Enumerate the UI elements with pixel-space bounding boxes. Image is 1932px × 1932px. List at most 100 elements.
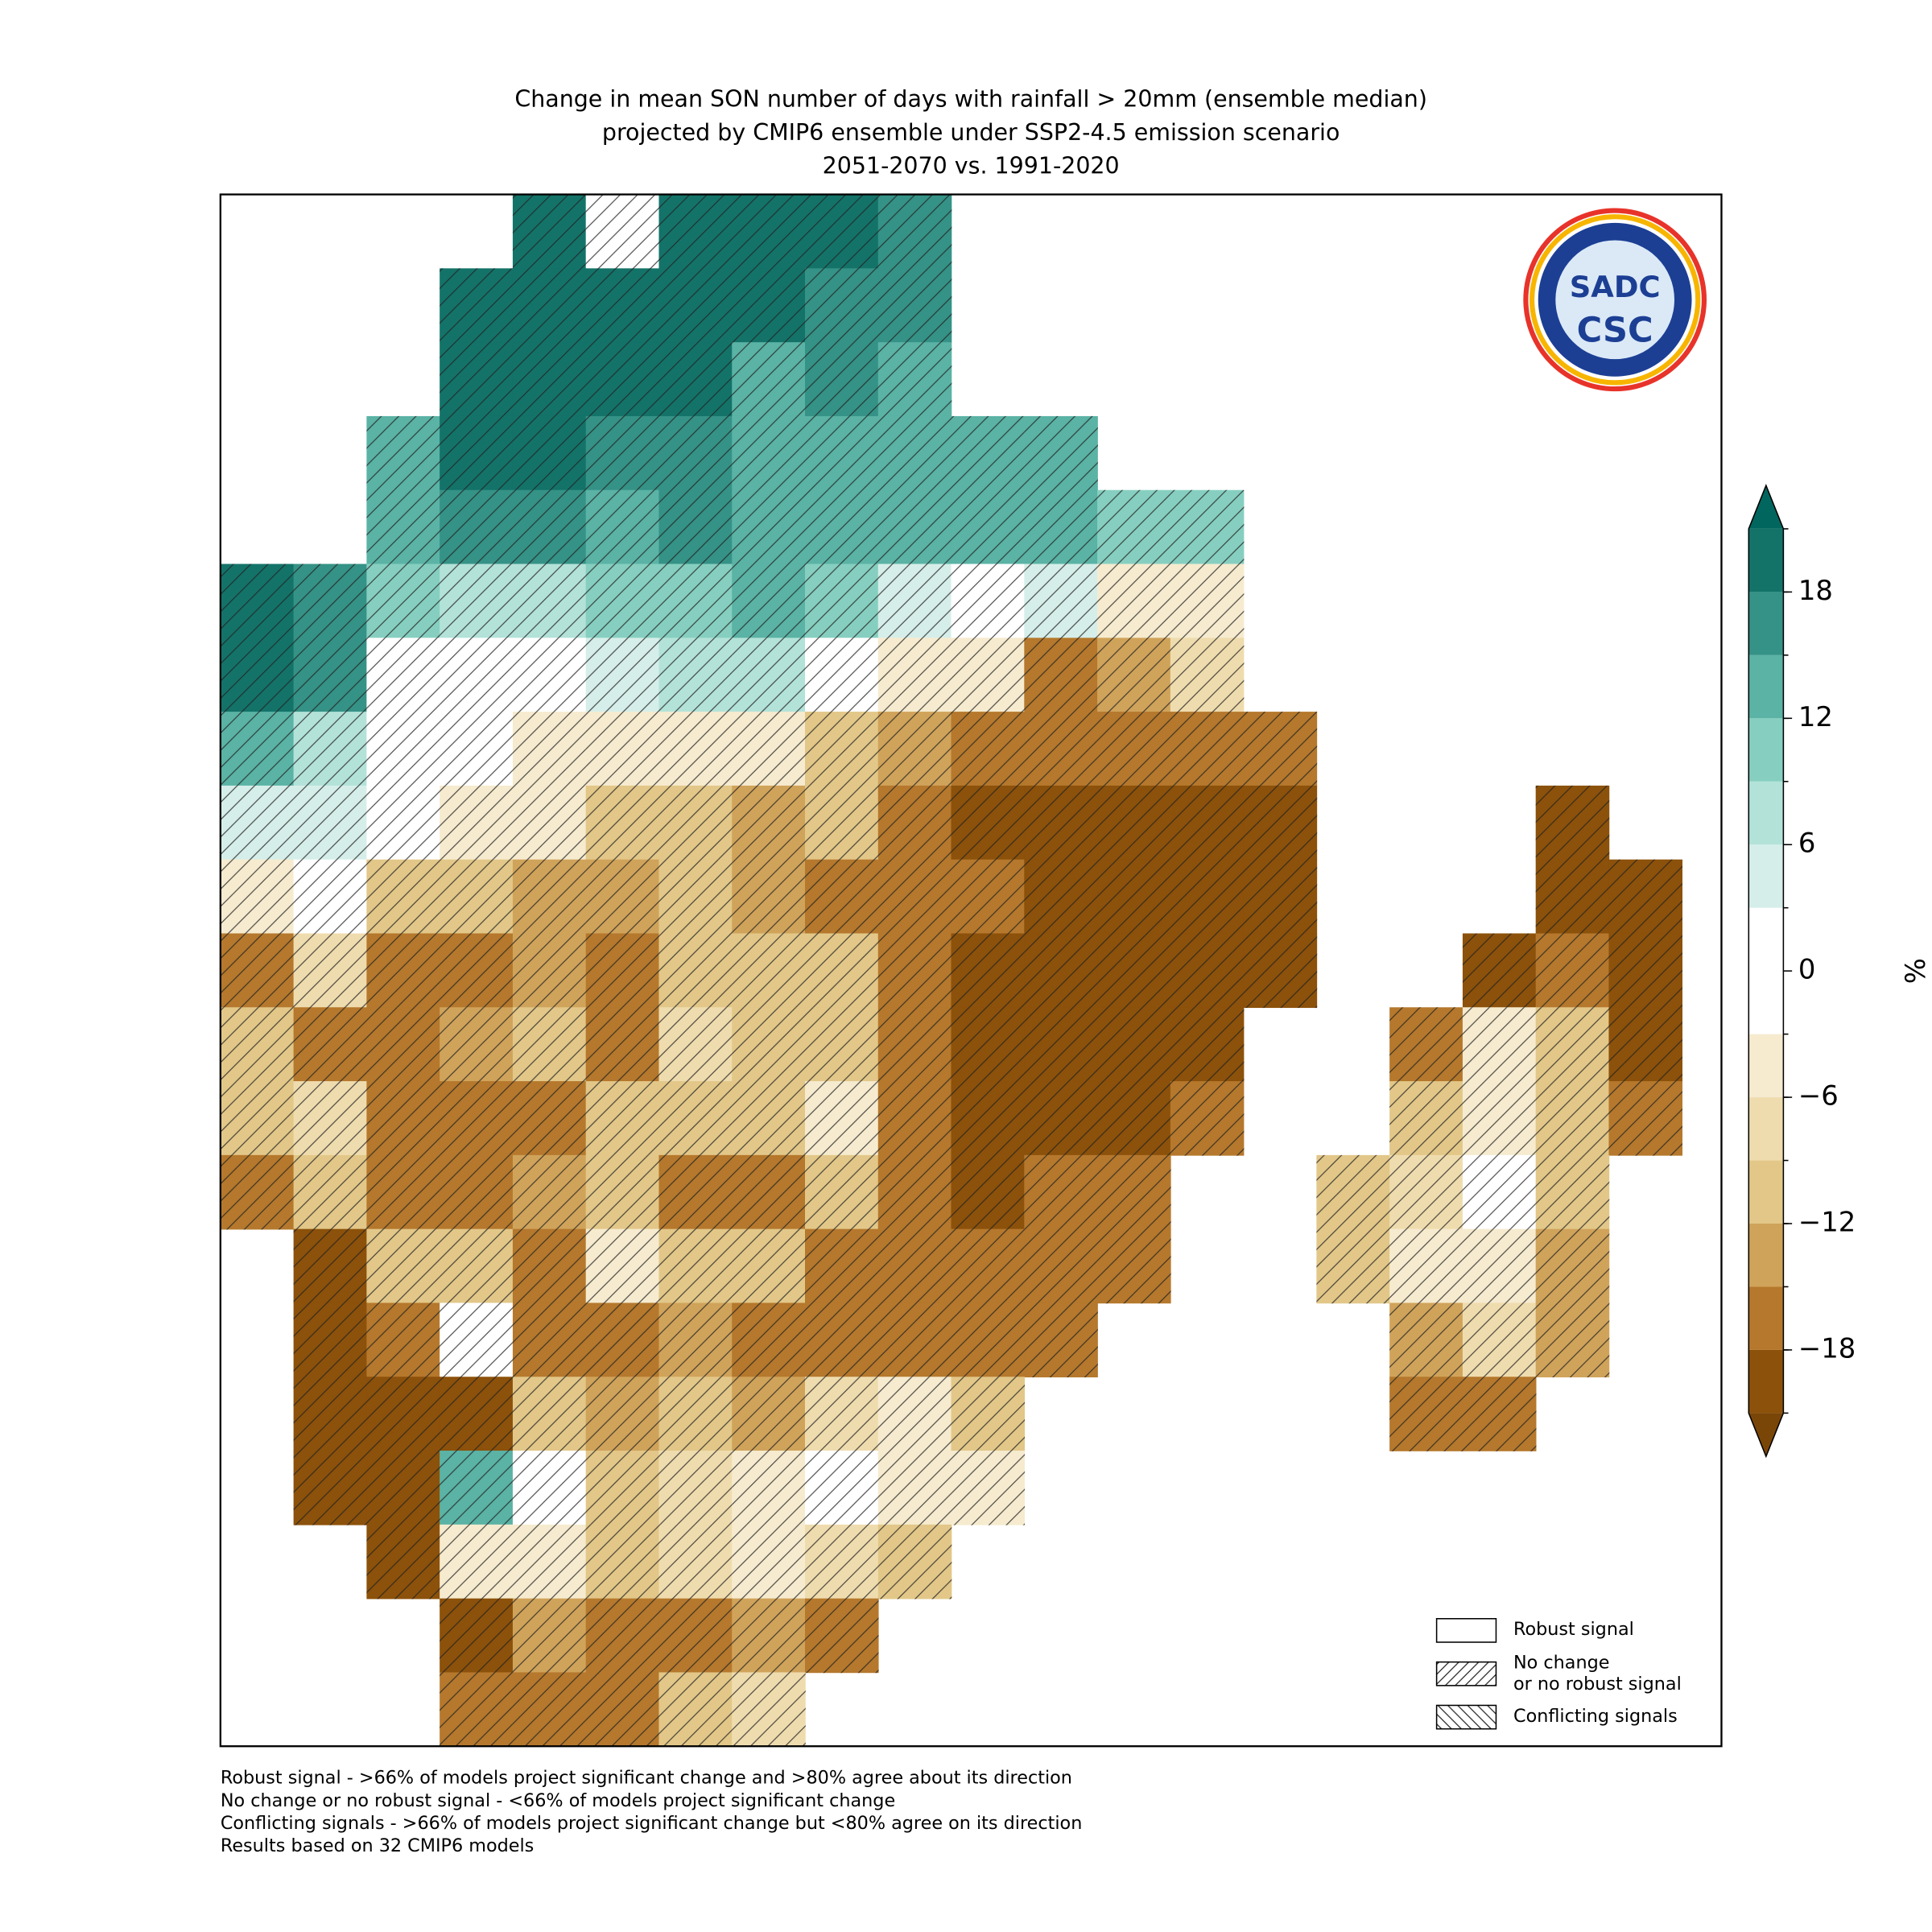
hatch	[1535, 1154, 1610, 1230]
hatch	[658, 1672, 733, 1747]
hatch	[220, 564, 295, 639]
hatch	[1097, 564, 1171, 639]
hatch	[877, 712, 952, 786]
hatch	[951, 1451, 1026, 1525]
hatch	[805, 268, 879, 343]
hatch	[440, 859, 514, 935]
hatch	[805, 1377, 879, 1451]
hatch	[877, 1154, 952, 1230]
colorbar-bin	[1748, 592, 1784, 655]
hatch	[440, 1598, 514, 1674]
hatch	[512, 785, 587, 861]
hatch	[951, 1007, 1026, 1082]
hatch	[293, 1081, 368, 1156]
hatch	[512, 1451, 587, 1525]
hatch	[585, 1451, 660, 1525]
logo-text: CSC	[1577, 311, 1653, 351]
hatch	[1243, 712, 1318, 786]
hatch	[1024, 859, 1098, 935]
hatch	[440, 1377, 514, 1451]
hatch	[1535, 1228, 1610, 1304]
hatch	[877, 564, 952, 639]
hatch	[658, 1228, 733, 1304]
hatch	[951, 859, 1026, 935]
hatch	[732, 712, 806, 786]
hatch	[440, 712, 514, 786]
hatch	[877, 342, 952, 417]
hatch	[440, 489, 514, 565]
hatch	[1024, 1154, 1098, 1230]
hatch	[293, 1377, 368, 1451]
colorbar-bin	[1748, 528, 1784, 592]
hatch	[1170, 712, 1245, 786]
hatch	[1243, 785, 1318, 861]
hatch	[585, 1228, 660, 1304]
hatch	[440, 933, 514, 1009]
hatch	[440, 1451, 514, 1525]
hatch	[1170, 1007, 1245, 1082]
hatch	[732, 1081, 806, 1156]
hatch	[512, 194, 587, 270]
hatch	[658, 268, 733, 343]
hatch	[585, 933, 660, 1009]
hatch	[658, 1377, 733, 1451]
hatch	[440, 785, 514, 861]
hatch	[1535, 785, 1610, 861]
hatch	[366, 933, 440, 1009]
hatch	[366, 1302, 440, 1378]
hatch	[658, 1302, 733, 1378]
hatch	[585, 1154, 660, 1230]
hatch	[1243, 933, 1318, 1009]
hatch	[951, 1377, 1026, 1451]
hatch	[1097, 1007, 1171, 1082]
hatch	[1170, 1081, 1245, 1156]
hatch	[512, 1524, 587, 1600]
footnote: Robust signal - >66% of models project s…	[221, 1768, 1072, 1789]
legend-label: or no robust signal	[1513, 1674, 1682, 1695]
logo-text: SADC	[1570, 270, 1661, 304]
hatch	[951, 415, 1026, 491]
hatch	[1462, 1007, 1537, 1082]
colorbar-bin	[1748, 781, 1784, 845]
hatch	[658, 1154, 733, 1230]
hatch	[366, 564, 440, 639]
hatch	[951, 1154, 1026, 1230]
hatch	[877, 1007, 952, 1082]
colorbar-tick-label: −18	[1798, 1332, 1856, 1364]
hatch	[585, 489, 660, 565]
hatch	[732, 1524, 806, 1600]
hatch	[805, 342, 879, 417]
hatch	[732, 933, 806, 1009]
hatch	[951, 564, 1026, 639]
legend-label: Conflicting signals	[1513, 1706, 1678, 1727]
hatch	[220, 933, 295, 1009]
legend-label: Robust signal	[1513, 1619, 1634, 1640]
hatch	[512, 1377, 587, 1451]
title-line: projected by CMIP6 ensemble under SSP2-4…	[602, 119, 1340, 146]
hatch	[1024, 933, 1098, 1009]
hatch	[805, 415, 879, 491]
hatch	[805, 859, 879, 935]
hatch	[1097, 1081, 1171, 1156]
hatch	[658, 933, 733, 1009]
hatch	[585, 712, 660, 786]
hatch	[1462, 1081, 1537, 1156]
hatch	[1608, 859, 1682, 935]
hatch	[1024, 1302, 1098, 1378]
hatch	[1170, 859, 1245, 935]
hatch	[440, 415, 514, 491]
hatch	[1170, 489, 1245, 565]
hatch	[877, 1228, 952, 1304]
hatch	[585, 1302, 660, 1378]
hatch	[366, 1524, 440, 1600]
hatch	[366, 1154, 440, 1230]
hatch	[658, 415, 733, 491]
hatch	[366, 1451, 440, 1525]
hatch	[512, 859, 587, 935]
hatch	[1170, 638, 1245, 712]
colorbar-bin	[1748, 907, 1784, 1034]
hatch	[220, 1081, 295, 1156]
hatch	[1024, 785, 1098, 861]
hatch	[366, 638, 440, 712]
